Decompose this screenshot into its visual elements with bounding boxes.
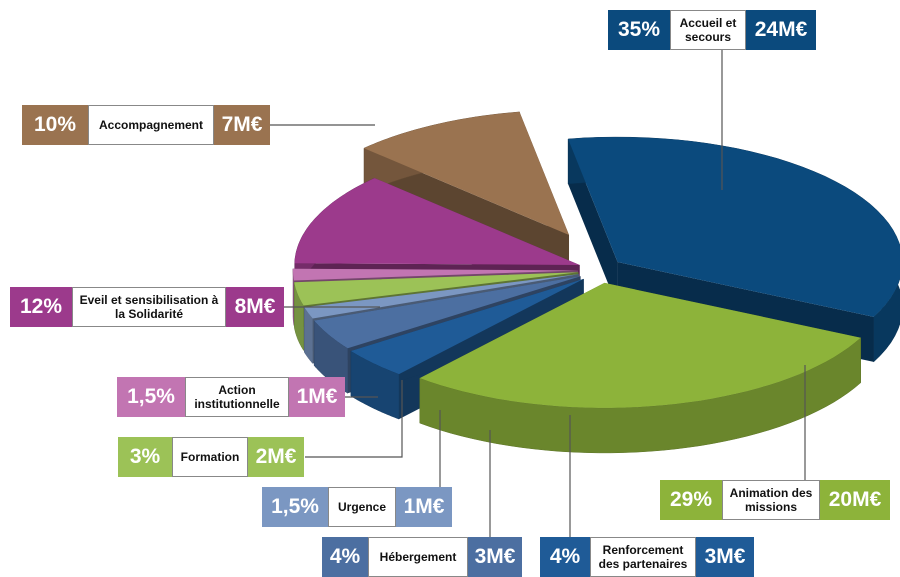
percent-label: 35% <box>608 10 670 50</box>
amount-label: 3M€ <box>468 537 522 577</box>
percent-label: 10% <box>22 105 88 145</box>
slice <box>350 278 584 375</box>
slice-label: 12% Eveil et sensibilisation à la Solidar… <box>10 287 284 327</box>
category-label: Hébergement <box>368 537 468 577</box>
category-label: Formation <box>172 437 248 477</box>
slice <box>294 272 579 306</box>
category-label: Urgence <box>328 487 396 527</box>
slice-side <box>294 282 304 352</box>
amount-label: 24M€ <box>746 10 816 50</box>
slice <box>568 137 900 317</box>
category-label: Accompagnement <box>88 105 214 145</box>
amount-label: 3M€ <box>696 537 754 577</box>
slice-label: 3% Formation 2M€ <box>118 437 304 477</box>
slice <box>364 111 570 236</box>
category-label: Renforcement des partenaires <box>590 537 696 577</box>
slice-label: 4% Renforcement des partenaires 3M€ <box>540 537 754 577</box>
amount-label: 7M€ <box>214 105 270 145</box>
slice <box>314 276 581 349</box>
slice-label: 1,5% Action institutionnelle 1M€ <box>117 377 345 417</box>
category-label: Eveil et sensibilisation à la Solidarité <box>72 287 226 327</box>
slice-label: 29% Animation des missions 20M€ <box>660 480 890 520</box>
percent-label: 4% <box>540 537 590 577</box>
slice-label: 1,5% Urgence 1M€ <box>262 487 452 527</box>
slice <box>419 282 861 408</box>
amount-label: 1M€ <box>396 487 452 527</box>
slice-label: 35% Accueil et secours 24M€ <box>608 10 816 50</box>
slice-label: 10% Accompagnement 7M€ <box>22 105 270 145</box>
amount-label: 20M€ <box>820 480 890 520</box>
percent-label: 1,5% <box>117 377 185 417</box>
amount-label: 8M€ <box>226 287 284 327</box>
percent-label: 1,5% <box>262 487 328 527</box>
slice <box>294 178 580 265</box>
slice-label: 4% Hébergement 3M€ <box>322 537 522 577</box>
percent-label: 12% <box>10 287 72 327</box>
amount-label: 2M€ <box>248 437 304 477</box>
leader-line <box>305 380 403 458</box>
slice <box>293 268 579 281</box>
percent-label: 4% <box>322 537 368 577</box>
category-label: Animation des missions <box>722 480 820 520</box>
percent-label: 29% <box>660 480 722 520</box>
percent-label: 3% <box>118 437 172 477</box>
category-label: Action institutionnelle <box>185 377 289 417</box>
category-label: Accueil et secours <box>670 10 746 50</box>
amount-label: 1M€ <box>289 377 345 417</box>
